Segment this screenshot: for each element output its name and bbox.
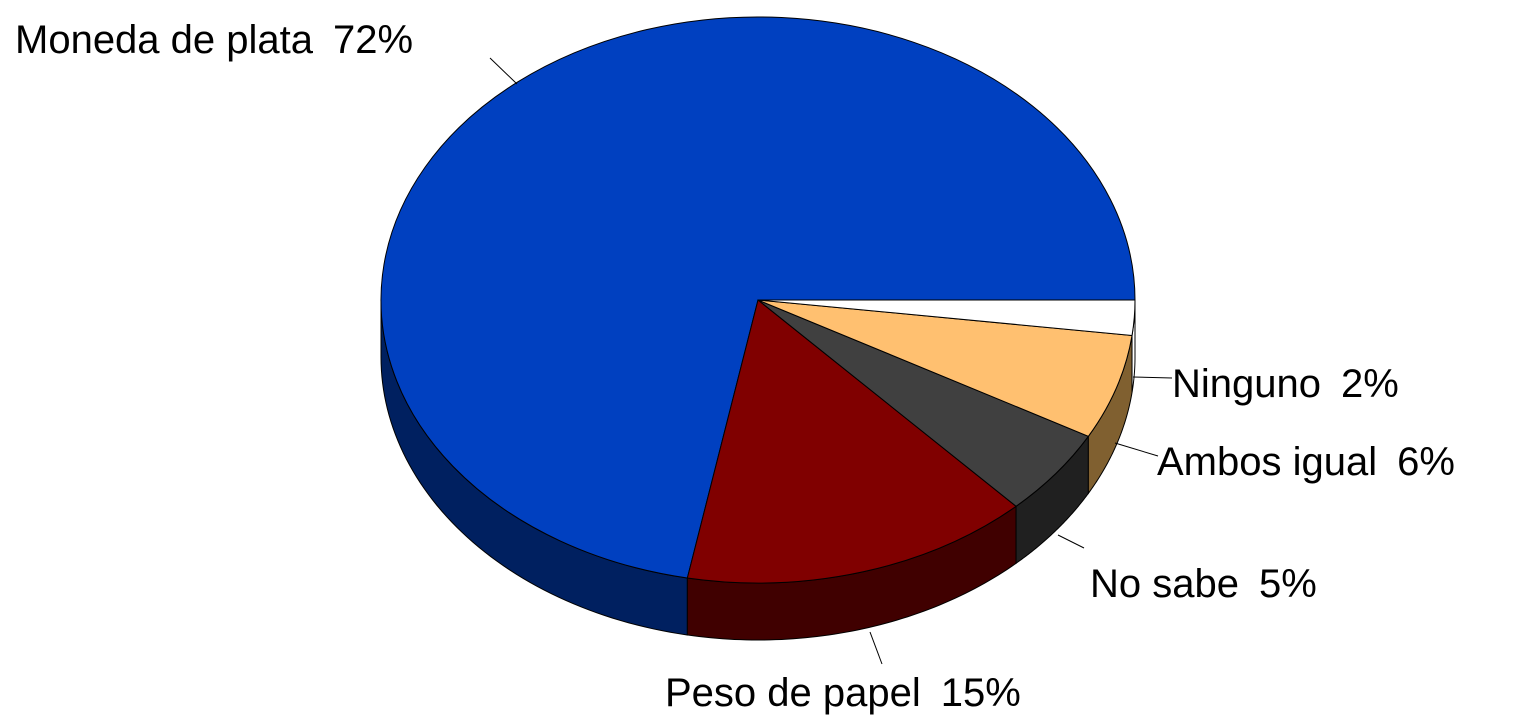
value-label: 72% — [333, 18, 413, 62]
value-label: 6% — [1397, 440, 1455, 484]
value-label: 5% — [1259, 562, 1317, 606]
data-label: Moneda de plata 72% — [15, 18, 413, 62]
category-label: Ninguno — [1172, 362, 1321, 406]
leader-line — [1057, 534, 1085, 549]
pie-slice — [380, 16, 1136, 579]
value-label: 2% — [1341, 362, 1399, 406]
leader-line — [1132, 376, 1173, 379]
data-label: No sabe 5% — [1090, 562, 1317, 606]
data-label: Peso de papel 15% — [665, 671, 1021, 715]
category-label: Ambos igual — [1157, 440, 1377, 484]
pie-slice — [757, 299, 1133, 437]
pie-slice — [757, 299, 1136, 337]
data-label: Ambos igual 6% — [1157, 440, 1455, 484]
category-label: No sabe — [1090, 562, 1239, 606]
category-label: Moneda de plata — [15, 18, 314, 62]
leader-line — [869, 631, 883, 665]
category-label: Peso de papel — [665, 671, 921, 715]
value-label: 15% — [941, 671, 1021, 715]
leader-line — [489, 57, 518, 85]
pie-slice — [686, 299, 1017, 584]
data-label: Ninguno 2% — [1172, 362, 1399, 406]
leader-line — [1114, 442, 1159, 457]
